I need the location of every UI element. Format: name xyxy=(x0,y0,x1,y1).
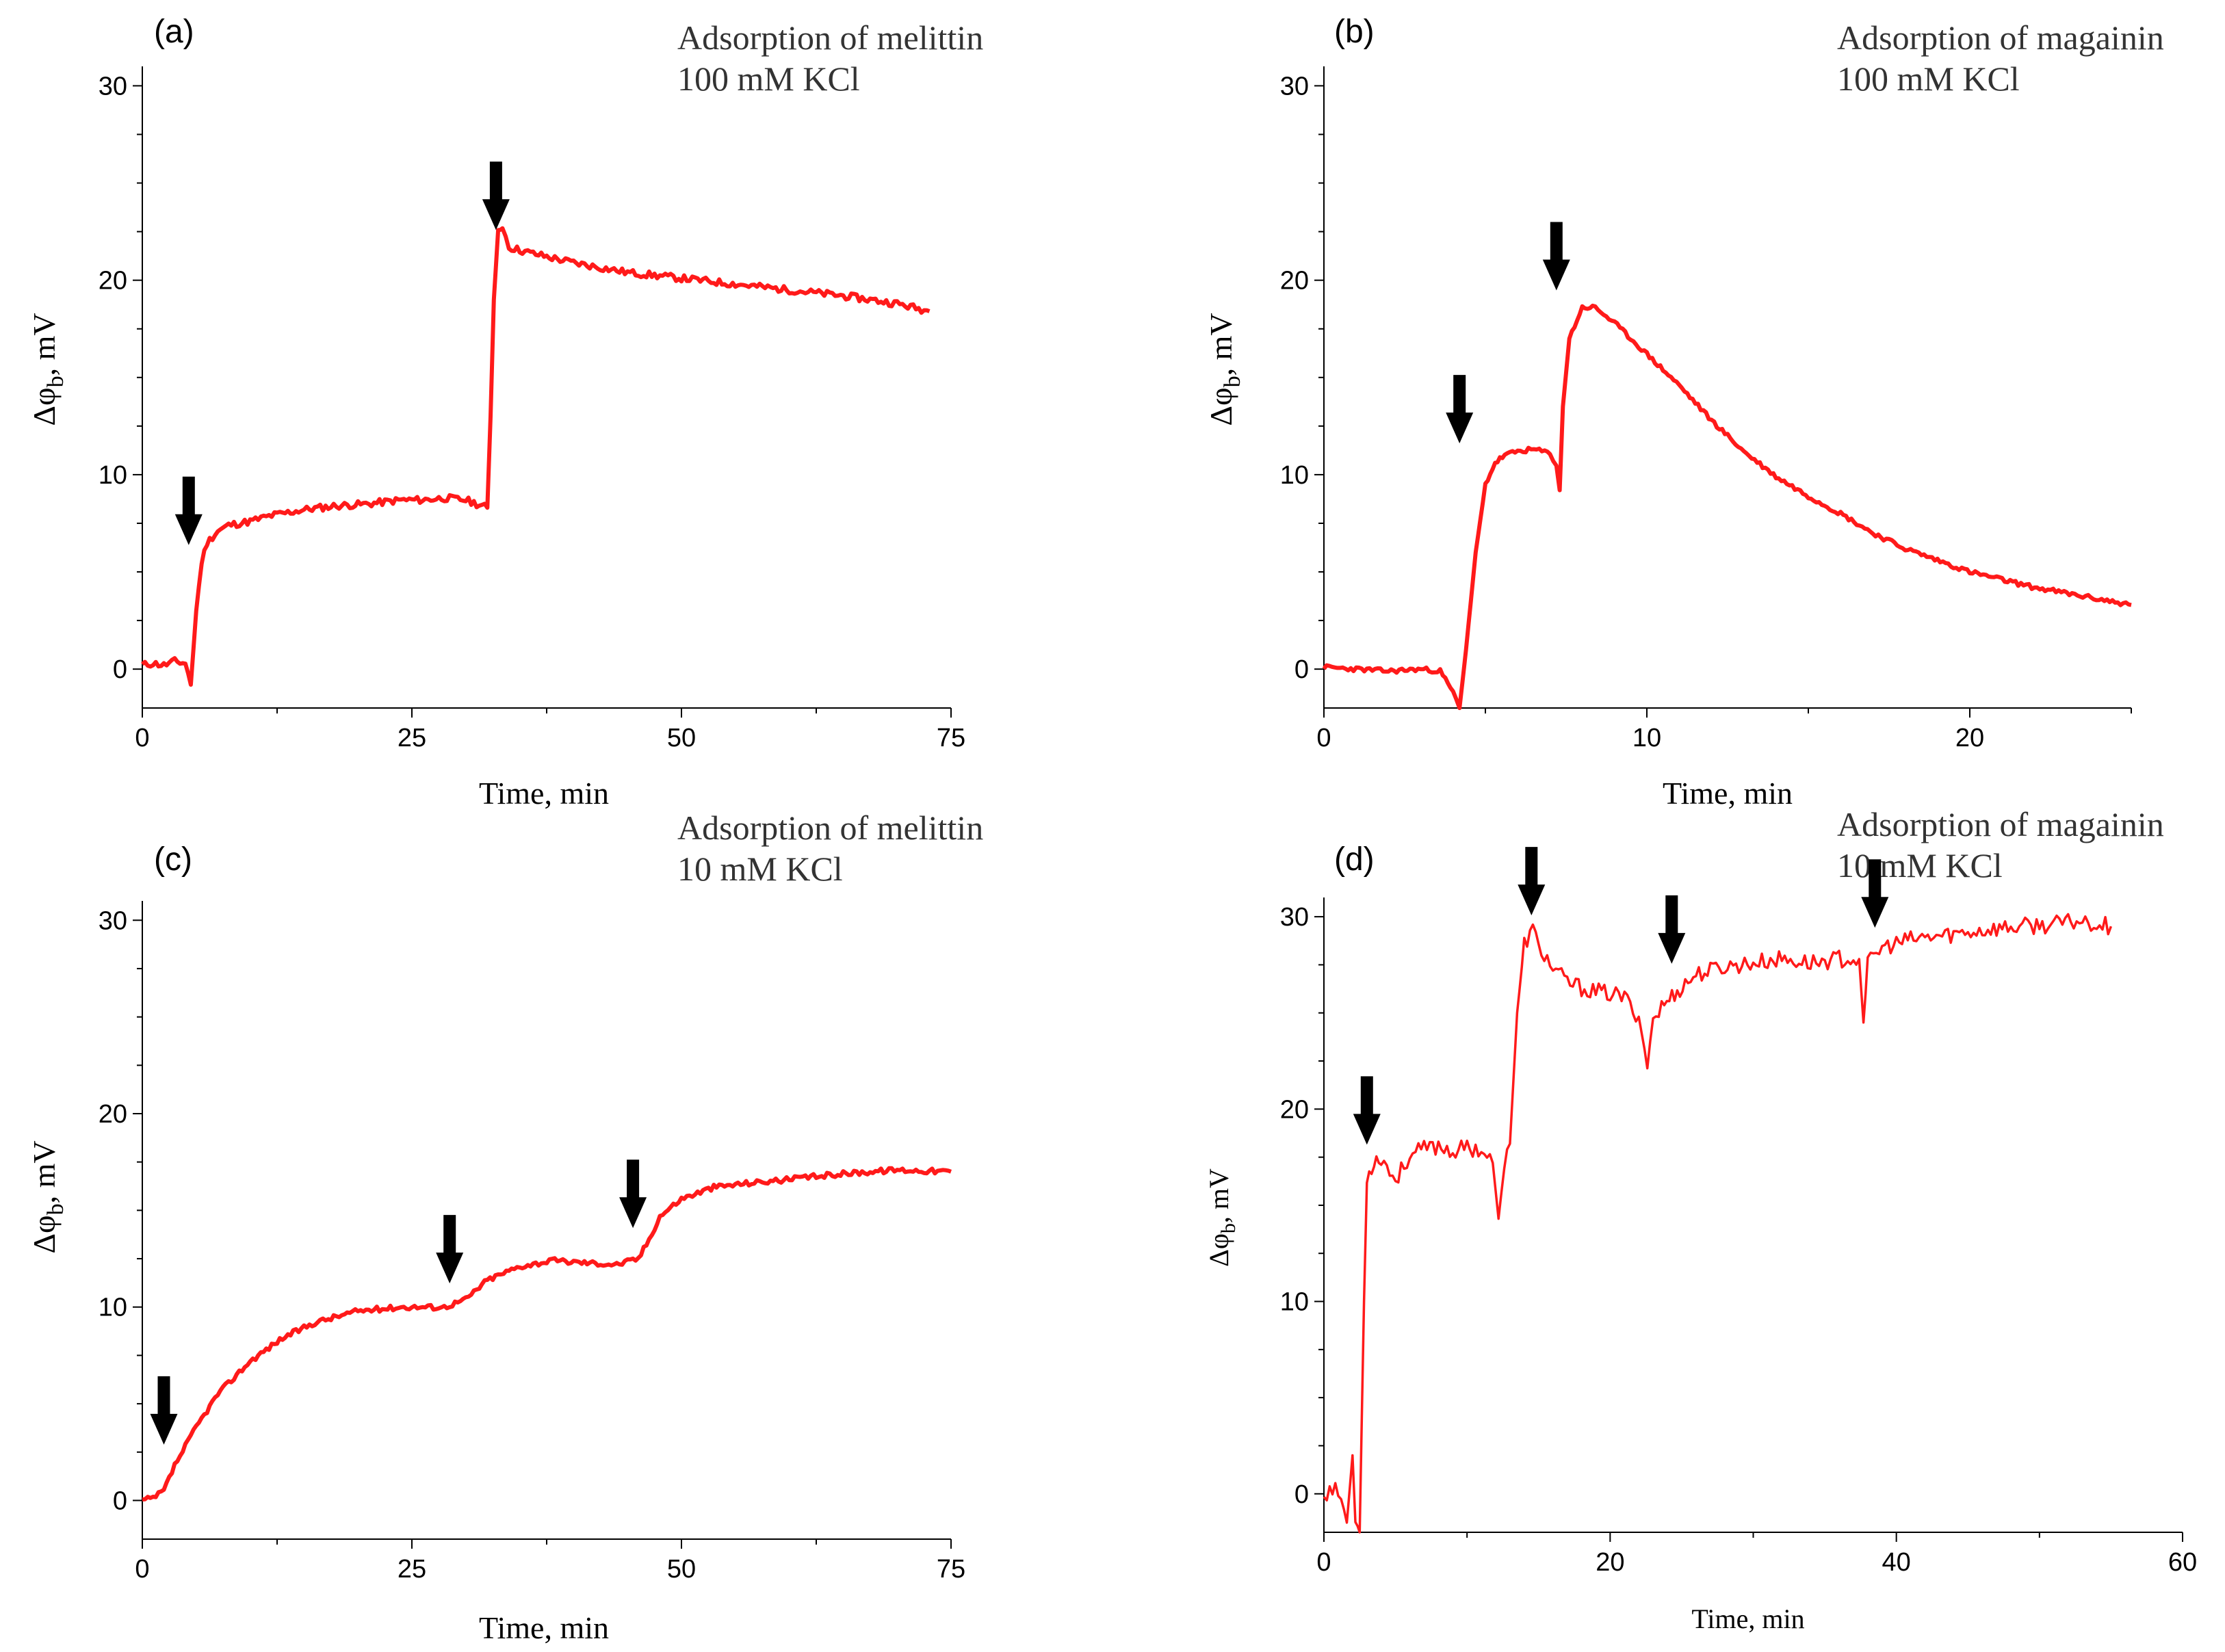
arrow-down-icon xyxy=(482,161,510,231)
panel-b-y-axis-title: Δφb, mV xyxy=(1203,313,1245,425)
arrow-down-icon xyxy=(1518,847,1546,916)
panel-a-annotation-line2: 100 mM KCl xyxy=(677,60,860,98)
x-tick-label: 25 xyxy=(398,724,426,752)
panel-b-x-axis-title: Time, min xyxy=(1663,776,1793,811)
panel-b-label: (b) xyxy=(1334,14,1375,50)
y-tick-label: 0 xyxy=(1294,655,1309,684)
panel-b-annotation-line1: Adsorption of magainin xyxy=(1837,18,2164,57)
panel-c-x-axis-title: Time, min xyxy=(479,1610,609,1645)
arrow-down-icon xyxy=(1861,859,1889,928)
x-tick-label: 60 xyxy=(2168,1548,2197,1577)
x-tick-label: 75 xyxy=(937,1555,965,1584)
arrow-down-icon xyxy=(1446,375,1474,444)
arrow-down-icon xyxy=(619,1159,647,1229)
y-tick-label: 20 xyxy=(1280,1095,1309,1124)
x-tick-label: 10 xyxy=(1632,724,1661,752)
panel-b-annotation-line2: 100 mM KCl xyxy=(1837,60,2020,98)
panel-a: (a) Adsorption of melittin 100 mM KCl 0 1… xyxy=(27,14,983,811)
y-tick-label: 30 xyxy=(99,906,127,935)
panel-b-axes: 0 10 20 30 0 10 20 xyxy=(1280,66,2132,752)
y-tick-label: 20 xyxy=(99,1100,127,1129)
panel-c-annotation-line2: 10 mM KCl xyxy=(677,850,843,888)
arrow-down-icon xyxy=(150,1376,178,1445)
panel-c-annotation-line1: Adsorption of melittin xyxy=(677,809,983,847)
arrow-down-icon xyxy=(1658,895,1686,964)
panel-d-x-axis-title: Time, min xyxy=(1691,1603,1804,1634)
x-tick-label: 0 xyxy=(1316,1548,1331,1577)
data-line xyxy=(141,226,931,687)
panel-b: (b) Adsorption of magainin 100 mM KCl 0 1… xyxy=(1203,14,2164,811)
arrow-down-icon xyxy=(1353,1076,1381,1145)
y-tick-label: 0 xyxy=(113,655,127,684)
data-line xyxy=(142,1166,952,1502)
panel-d: (d) Adsorption of magainin 10 mM KCl 0 10… xyxy=(1203,805,2197,1634)
x-tick-label: 0 xyxy=(1316,724,1331,752)
y-tick-label: 0 xyxy=(113,1486,127,1515)
x-tick-label: 50 xyxy=(667,724,696,752)
panel-a-y-axis-title: Δφb, mV xyxy=(27,313,68,425)
y-tick-label: 20 xyxy=(99,267,127,296)
panel-c-y-axis-title: Δφb, mV xyxy=(27,1140,68,1253)
panel-d-annotation-line2: 10 mM KCl xyxy=(1837,846,2003,884)
y-tick-label: 30 xyxy=(99,72,127,101)
panel-a-x-axis-title: Time, min xyxy=(479,776,609,811)
panel-a-axes: 0 10 20 30 0 25 50 75 xyxy=(99,66,965,752)
panel-c-label: (c) xyxy=(154,841,192,878)
y-tick-label: 20 xyxy=(1280,267,1309,296)
panel-d-axes: 0 10 20 30 0 20 40 60 xyxy=(1280,847,2197,1577)
x-tick-label: 25 xyxy=(398,1555,426,1584)
panel-a-annotation-line1: Adsorption of melittin xyxy=(677,18,983,57)
y-tick-label: 10 xyxy=(1280,1288,1309,1317)
data-line xyxy=(1322,303,2132,710)
data-line xyxy=(1323,913,2113,1534)
x-tick-label: 40 xyxy=(1882,1548,1911,1577)
panel-a-label: (a) xyxy=(154,14,194,50)
x-tick-label: 50 xyxy=(667,1555,696,1584)
panel-c: (c) Adsorption of melittin 10 mM KCl 0 10… xyxy=(27,809,983,1645)
y-tick-label: 10 xyxy=(99,1294,127,1322)
x-tick-label: 0 xyxy=(135,724,149,752)
arrow-down-icon xyxy=(174,476,203,545)
panel-d-annotation-line1: Adsorption of magainin xyxy=(1837,805,2164,843)
x-tick-label: 20 xyxy=(1596,1548,1624,1577)
arrow-down-icon xyxy=(1542,222,1570,291)
y-tick-label: 30 xyxy=(1280,72,1309,101)
x-tick-label: 20 xyxy=(1955,724,1984,752)
panel-c-axes: 0 10 20 30 0 25 50 75 xyxy=(99,901,965,1584)
x-tick-label: 0 xyxy=(135,1555,149,1584)
arrow-down-icon xyxy=(436,1215,464,1284)
y-tick-label: 0 xyxy=(1294,1480,1309,1509)
y-tick-label: 10 xyxy=(99,461,127,490)
y-tick-label: 10 xyxy=(1280,461,1309,490)
panel-d-y-axis-title: Δφb, mV xyxy=(1203,1168,1240,1267)
y-tick-label: 30 xyxy=(1280,903,1309,932)
panel-d-label: (d) xyxy=(1334,841,1375,878)
x-tick-label: 75 xyxy=(937,724,965,752)
